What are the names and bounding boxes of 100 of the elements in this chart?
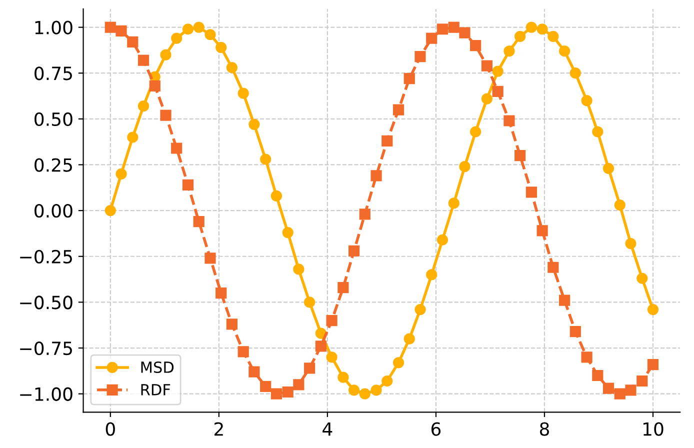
point xyxy=(226,318,238,330)
point xyxy=(104,205,116,216)
point xyxy=(414,304,426,316)
point xyxy=(270,388,282,400)
point xyxy=(459,161,470,172)
point xyxy=(193,22,204,33)
point xyxy=(359,208,370,220)
point xyxy=(204,252,216,264)
point xyxy=(647,304,659,316)
point xyxy=(426,32,438,44)
point xyxy=(481,93,493,104)
point xyxy=(581,352,592,363)
point xyxy=(304,362,316,374)
point xyxy=(270,190,282,202)
legend-label: MSD xyxy=(141,361,174,374)
point xyxy=(625,238,636,250)
point xyxy=(338,282,349,294)
point xyxy=(647,358,659,370)
point xyxy=(238,346,249,358)
point xyxy=(392,104,404,116)
point xyxy=(526,22,538,33)
point xyxy=(248,118,260,130)
point xyxy=(448,198,460,209)
point xyxy=(514,150,526,162)
point xyxy=(426,269,438,280)
point xyxy=(526,186,538,198)
point xyxy=(470,126,482,138)
y-tick-label: 0.75 xyxy=(34,66,72,80)
point xyxy=(116,25,127,37)
point xyxy=(204,29,216,40)
y-tick-label: 0.50 xyxy=(34,112,72,126)
point xyxy=(459,27,470,38)
point xyxy=(592,370,604,382)
x-tick-label: 2 xyxy=(214,422,223,436)
point xyxy=(581,95,592,106)
point xyxy=(160,110,172,121)
point xyxy=(348,245,360,256)
point xyxy=(293,379,304,390)
point xyxy=(636,272,648,284)
point xyxy=(282,386,294,398)
point xyxy=(558,46,570,57)
point xyxy=(636,375,648,387)
point xyxy=(282,226,294,238)
point xyxy=(315,340,326,352)
point xyxy=(370,170,382,182)
point xyxy=(226,62,238,74)
point xyxy=(104,22,116,33)
point xyxy=(481,60,493,72)
point xyxy=(504,46,515,57)
y-tick-label: 1.00 xyxy=(35,20,72,34)
point xyxy=(370,384,382,396)
x-tick-label: 0 xyxy=(106,422,115,436)
x-tick-label: 4 xyxy=(322,422,332,436)
point xyxy=(216,287,227,299)
point xyxy=(182,179,194,190)
point xyxy=(492,66,504,77)
point xyxy=(504,115,515,126)
y-tick-label: −1.00 xyxy=(20,387,72,401)
point xyxy=(392,357,404,368)
y-tick-label: 0.25 xyxy=(34,158,72,172)
point xyxy=(514,30,526,42)
point xyxy=(238,88,249,99)
point xyxy=(326,314,338,326)
point xyxy=(359,388,370,400)
point xyxy=(548,30,559,42)
point xyxy=(138,54,150,66)
point xyxy=(348,384,360,396)
point xyxy=(558,294,570,306)
point xyxy=(536,225,548,236)
point xyxy=(116,168,127,180)
point xyxy=(149,80,160,92)
point xyxy=(171,32,182,44)
point xyxy=(127,36,138,48)
point xyxy=(414,51,426,62)
y-tick-label: −0.50 xyxy=(20,296,72,310)
point xyxy=(436,234,448,246)
point xyxy=(436,24,448,35)
x-tick-label: 6 xyxy=(431,422,441,436)
point xyxy=(448,22,460,33)
point xyxy=(160,49,172,60)
y-tick-label: 0.00 xyxy=(34,204,72,218)
point xyxy=(293,264,304,275)
x-tick-label: 8 xyxy=(540,422,549,436)
point xyxy=(338,372,349,383)
point xyxy=(193,216,204,228)
point xyxy=(304,296,316,308)
point xyxy=(182,24,194,35)
point xyxy=(614,388,626,400)
point xyxy=(570,326,581,338)
point xyxy=(625,384,636,396)
point xyxy=(470,40,482,52)
point xyxy=(382,375,393,387)
point xyxy=(536,24,548,35)
point xyxy=(492,86,504,97)
point xyxy=(592,126,604,138)
point xyxy=(260,154,272,165)
y-tick-label: −0.75 xyxy=(20,341,72,356)
point xyxy=(138,100,150,112)
point xyxy=(602,162,614,174)
point xyxy=(548,262,559,273)
